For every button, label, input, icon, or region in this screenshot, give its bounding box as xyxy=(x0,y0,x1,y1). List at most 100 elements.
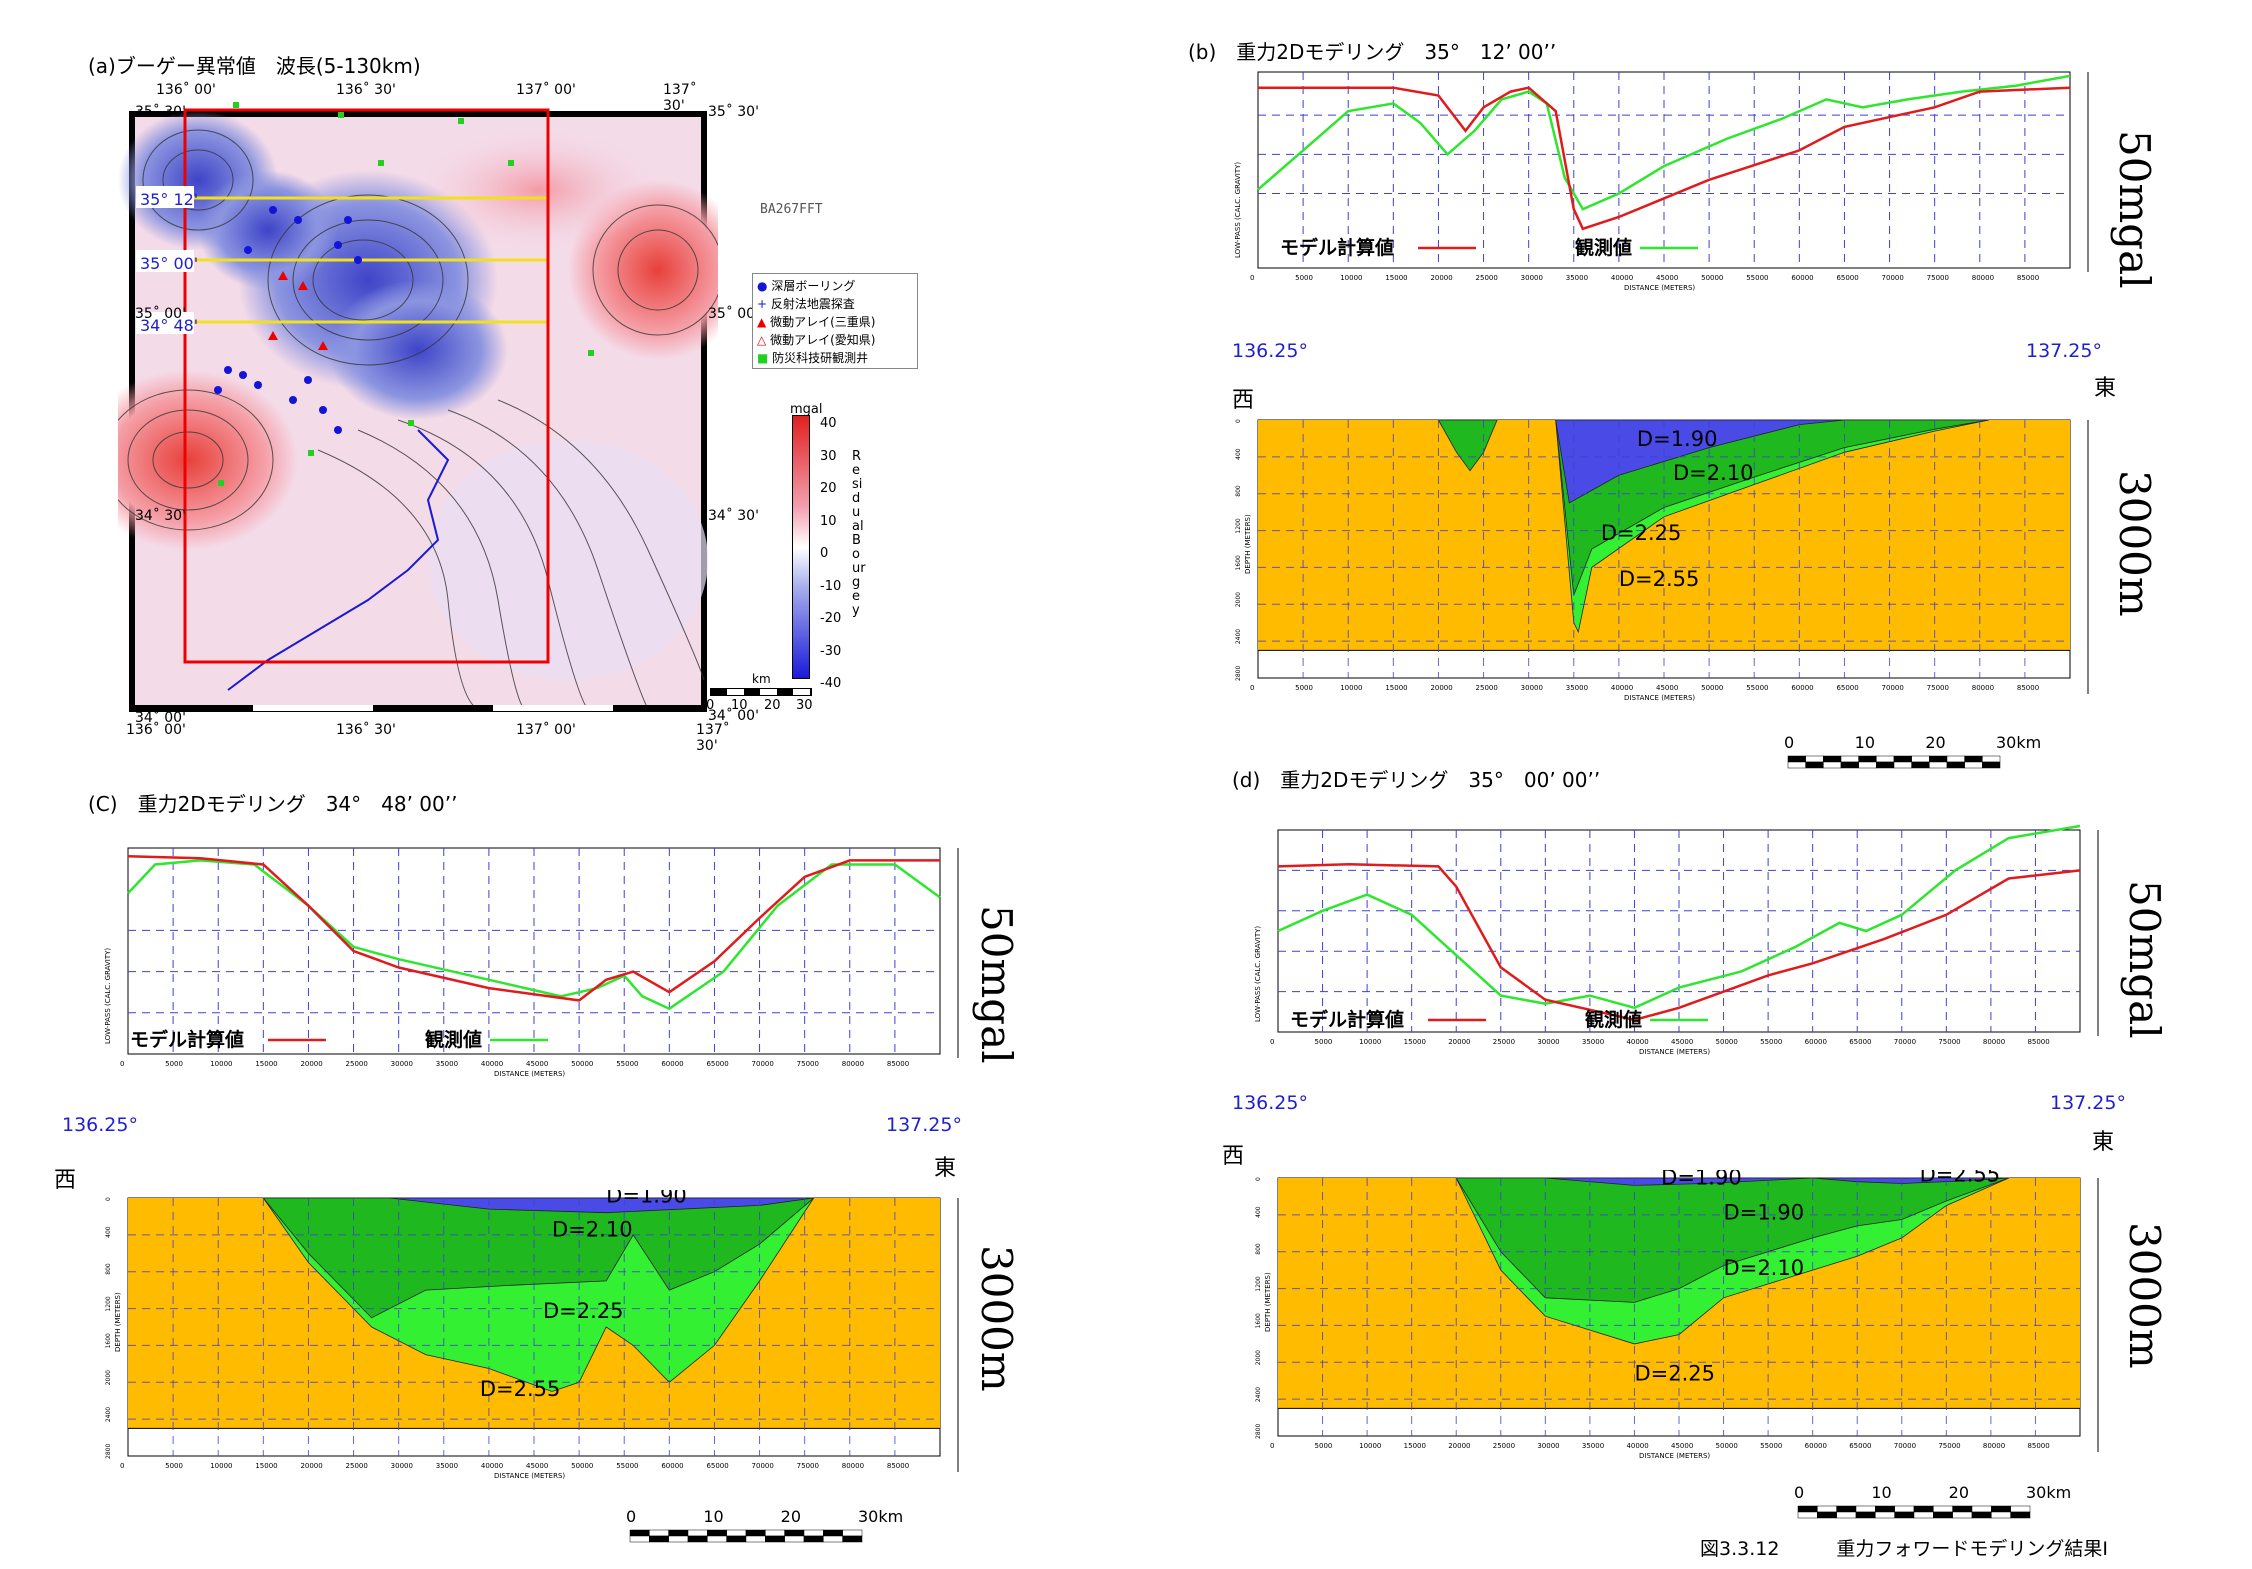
scale-segment xyxy=(1797,1511,1818,1519)
bouguer-map xyxy=(78,100,748,720)
density-section-d: 0 5000 10000 15000 20000 25000 30000 35000 40000… xyxy=(1250,1163,2110,1480)
km-tick: 20 xyxy=(781,1507,801,1526)
x-tick-label: 60000 xyxy=(1805,1038,1827,1046)
density-section-b: 0 5000 10000 15000 20000 25000 30000 35000 40000… xyxy=(1230,412,2100,722)
scale-segment xyxy=(668,1529,689,1537)
x-axis-label: DISTANCE (METERS) xyxy=(494,1070,565,1078)
lon-east-c: 137.25° xyxy=(886,1114,962,1136)
x-tick-label: 40000 xyxy=(1611,684,1633,692)
x-tick-label: 30000 xyxy=(1521,274,1543,282)
panel-a-title: (a)ブーゲー異常値 波長(5-130km) xyxy=(88,54,421,78)
depth-scale-c: 3000m xyxy=(972,1245,1021,1392)
colorbar-unit: mgal xyxy=(790,402,823,417)
east-label-b: 東 xyxy=(2094,376,2117,401)
scale-segment xyxy=(1858,761,1877,769)
x-tick-label: 75000 xyxy=(1927,274,1949,282)
scale-segment xyxy=(745,1529,766,1537)
triangle-outline-icon: △ xyxy=(757,333,767,347)
scale-segment xyxy=(1946,755,1965,763)
scale-segment xyxy=(1952,1505,1973,1513)
x-tick-label: 85000 xyxy=(2017,274,2039,282)
obs-legend-label: 観測値 xyxy=(1585,1008,1642,1031)
density-label: D=2.25 xyxy=(1601,521,1682,545)
section-label-35-12: 35° 12' xyxy=(140,190,199,209)
x-tick-label: 5000 xyxy=(1295,684,1313,692)
x-tick-label: 60000 xyxy=(661,1462,683,1470)
lat-tick: 34˚ 00' xyxy=(135,710,186,726)
x-tick-label: 15000 xyxy=(1404,1442,1426,1450)
west-label-b: 西 xyxy=(1232,388,1255,413)
x-tick-label: 50000 xyxy=(1701,684,1723,692)
legend-item: △ 微動アレイ(愛知県) xyxy=(757,333,876,347)
depth-tick-label: 2800 xyxy=(1235,666,1242,681)
x-tick-label: 0 xyxy=(120,1462,124,1470)
lon-west-d: 136.25° xyxy=(1232,1092,1308,1114)
model-legend-label: モデル計算値 xyxy=(1280,236,1394,259)
scale-segment xyxy=(1971,1505,1992,1513)
km-tick: 10 xyxy=(1855,733,1875,752)
lon-west-c: 136.25° xyxy=(62,1114,138,1136)
km-tick: 0 xyxy=(626,1507,636,1526)
scale-segment xyxy=(842,1535,863,1543)
x-tick-label: 15000 xyxy=(255,1060,277,1068)
depth-tick-label: 2400 xyxy=(1235,629,1242,644)
lat-tick: 35˚ 30' xyxy=(135,104,186,120)
x-tick-label: 55000 xyxy=(616,1462,638,1470)
x-tick-label: 40000 xyxy=(481,1462,503,1470)
scale-segment xyxy=(765,1535,785,1543)
x-tick-label: 10000 xyxy=(1340,684,1362,692)
x-tick-label: 55000 xyxy=(1760,1442,1782,1450)
km-tick: 10 xyxy=(1871,1483,1891,1502)
lon-tick: 136˚ 30' xyxy=(336,82,396,98)
scale-segment xyxy=(687,1529,708,1537)
scale-segment xyxy=(1823,761,1842,769)
km-scale-c: 0 10 20 30km xyxy=(622,1506,922,1546)
scale-segment xyxy=(1787,761,1806,769)
lat-tick: 34˚ 30' xyxy=(135,508,186,524)
west-label-c: 西 xyxy=(54,1168,77,1193)
scale-segment xyxy=(649,1529,669,1537)
lon-tick: 136˚ 30' xyxy=(336,722,396,738)
section-label-34-48: 34° 48' xyxy=(140,316,199,335)
scale-segment xyxy=(1894,1511,1915,1519)
scale-segment xyxy=(1876,761,1895,769)
scale-segment xyxy=(687,1535,708,1543)
x-tick-label: 40000 xyxy=(1611,274,1633,282)
lon-east-b: 137.25° xyxy=(2026,340,2102,362)
x-tick-label: 35000 xyxy=(1566,684,1588,692)
km-tick: 0 xyxy=(1784,733,1794,752)
x-tick-label: 0 xyxy=(1270,1038,1274,1046)
scale-segment xyxy=(1991,1511,2011,1519)
scale-segment xyxy=(765,1529,785,1537)
gravity-plot-d: 0 5000 10000 15000 20000 25000 30000 35000 40000… xyxy=(1250,820,2110,1076)
x-tick-label: 15000 xyxy=(255,1462,277,1470)
section-label-35-00: 35° 00' xyxy=(140,254,199,273)
lon-tick: 137˚ 00' xyxy=(516,722,576,738)
x-tick-label: 0 xyxy=(1270,1442,1274,1450)
west-label-d: 西 xyxy=(1222,1144,1245,1169)
model-legend-label: モデル計算値 xyxy=(130,1028,244,1051)
x-tick-label: 40000 xyxy=(1626,1442,1648,1450)
x-tick-label: 30000 xyxy=(391,1462,413,1470)
panel-c-title: (C) 重力2Dモデリング 34° 48’ 00’’ xyxy=(88,792,458,816)
x-tick-label: 75000 xyxy=(797,1060,819,1068)
x-tick-label: 30000 xyxy=(1521,684,1543,692)
x-tick-label: 55000 xyxy=(616,1060,638,1068)
scale-segment xyxy=(784,1535,805,1543)
depth-tick-label: 400 xyxy=(1235,448,1242,460)
x-tick-label: 10000 xyxy=(1359,1442,1381,1450)
gravity-plot-c: 0 5000 10000 15000 20000 25000 30000 35000 40000… xyxy=(100,838,970,1098)
depth-tick-label: 400 xyxy=(105,1226,112,1238)
scale-segment xyxy=(1929,755,1948,763)
density-label: D=1.90 xyxy=(1637,427,1718,451)
density-label: D=1.90 xyxy=(606,1190,687,1208)
scale-segment xyxy=(668,1535,689,1543)
scale-segment xyxy=(823,1535,843,1543)
x-tick-label: 85000 xyxy=(2027,1442,2049,1450)
scale-segment xyxy=(784,1529,805,1537)
x-axis-label: DISTANCE (METERS) xyxy=(494,1472,565,1480)
lon-tick: 136˚ 00' xyxy=(156,82,216,98)
scale-segment xyxy=(745,1535,766,1543)
model-curve xyxy=(127,854,940,1002)
figure-caption: 図3.3.12 重力フォワードモデリング結果Ⅰ xyxy=(1700,1538,2109,1560)
